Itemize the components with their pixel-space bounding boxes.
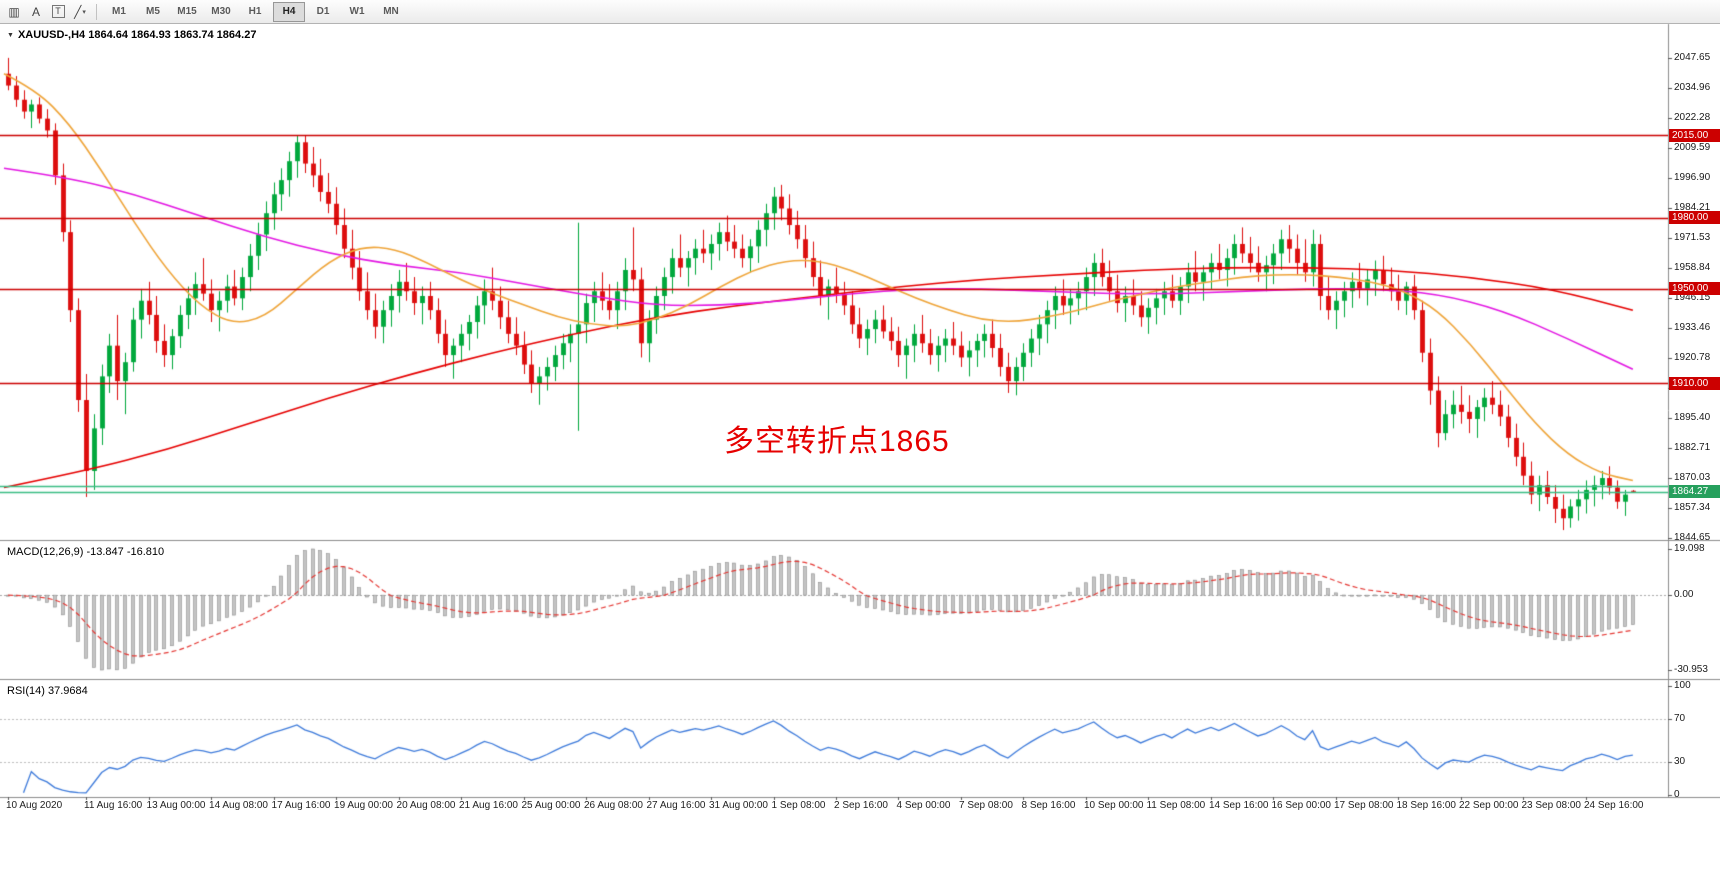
label-t-glyph: T xyxy=(51,5,65,18)
time-axis-label: 13 Aug 00:00 xyxy=(146,800,206,811)
bid-price-tag: 1864.27 xyxy=(1669,485,1720,499)
chart-annotation-text[interactable]: 多空转折点1865 xyxy=(724,425,950,458)
timeframe-h4[interactable]: H4 xyxy=(273,1,305,22)
time-axis-label: 10 Aug 2020 xyxy=(6,800,63,811)
time-axis-label: 31 Aug 00:00 xyxy=(709,800,768,811)
line-tool-glyph: ╱ xyxy=(74,4,82,19)
hline-price-tag: 1950.00 xyxy=(1669,282,1720,296)
hline-price-tag: 1980.00 xyxy=(1669,211,1720,225)
time-axis-label: 16 Sep 00:00 xyxy=(1271,800,1331,811)
time-axis-label: 18 Sep 16:00 xyxy=(1396,800,1456,811)
hline-price-tag: 2015.00 xyxy=(1669,128,1720,142)
time-axis-label: 10 Sep 00:00 xyxy=(1083,800,1144,811)
timeframe-w1[interactable]: W1 xyxy=(349,6,365,17)
label-tool-icon[interactable]: T xyxy=(48,2,68,22)
timeframe-m5[interactable]: M5 xyxy=(146,6,160,17)
price-axis-label: 1984.21 xyxy=(1674,202,1711,213)
price-axis-label: 1895.40 xyxy=(1674,412,1711,423)
rsi-indicator-label: RSI(14) 37.9684 xyxy=(7,685,88,697)
price-axis-label: 1958.84 xyxy=(1674,261,1711,273)
chart-title: ▼ XAUUSD-,H4 1864.64 1864.93 1863.74 1864… xyxy=(7,29,256,41)
price-axis-label: 2047.65 xyxy=(1674,52,1711,63)
price-axis-label: 1920.78 xyxy=(1674,351,1711,363)
time-axis-label: 8 Sep 16:00 xyxy=(1021,800,1076,811)
rsi-axis-label: 30 xyxy=(1674,756,1686,768)
time-axis-label: 27 Aug 16:00 xyxy=(646,800,706,811)
rsi-axis-label: 100 xyxy=(1674,680,1691,691)
pane-separator-macd[interactable] xyxy=(0,539,1720,544)
time-axis-label: 22 Sep 00:00 xyxy=(1458,800,1519,811)
toolbar: ▥ A T ╱ ▾ M1 M5 M15 M30 H1 H4 D1 W1 MN xyxy=(0,0,1720,24)
price-axis-label: 1870.03 xyxy=(1674,471,1711,483)
timeframe-m15[interactable]: M15 xyxy=(177,6,197,17)
price-axis-label: 2034.96 xyxy=(1674,82,1711,93)
macd-axis-label: 0.00 xyxy=(1674,589,1694,601)
line-tools-dropdown-icon[interactable]: ╱ ▾ xyxy=(70,2,90,22)
macd-axis-label: -30.953 xyxy=(1674,664,1708,675)
toolbar-separator xyxy=(96,3,97,20)
dropdown-caret-icon: ▾ xyxy=(82,8,86,16)
time-axis-label: 23 Sep 08:00 xyxy=(1521,800,1581,811)
time-axis-label: 20 Aug 08:00 xyxy=(396,800,456,811)
time-axis-label: 24 Sep 16:00 xyxy=(1583,800,1644,811)
price-axis-label: 1933.46 xyxy=(1674,322,1711,333)
charts-grid-icon[interactable]: ▥ xyxy=(4,2,24,22)
time-axis-label: 7 Sep 08:00 xyxy=(958,800,1013,811)
text-tool-icon[interactable]: A xyxy=(26,2,46,22)
timeframe-h1[interactable]: H1 xyxy=(248,6,262,17)
time-axis-label: 14 Aug 08:00 xyxy=(209,800,268,811)
time-axis-label: 17 Aug 16:00 xyxy=(271,800,331,811)
timeframe-buttons: M1 M5 M15 M30 H1 H4 D1 W1 MN xyxy=(102,1,408,22)
macd-indicator-label: MACD(12,26,9) -13.847 -16.810 xyxy=(7,546,165,558)
price-axis-label: 1844.65 xyxy=(1674,532,1711,543)
time-axis-label: 19 Aug 00:00 xyxy=(334,800,393,811)
charts-grid-glyph: ▥ xyxy=(8,4,20,19)
hline-price-tag: 1910.00 xyxy=(1669,376,1720,390)
price-axis-label: 1857.34 xyxy=(1674,501,1711,513)
time-axis-label: 25 Aug 00:00 xyxy=(521,800,581,811)
time-axis-label: 1 Sep 08:00 xyxy=(771,800,826,811)
rsi-axis-label: 0 xyxy=(1674,789,1680,800)
time-axis-label: 4 Sep 00:00 xyxy=(896,800,951,811)
time-axis-label: 21 Aug 16:00 xyxy=(459,800,518,811)
time-axis-label: 14 Sep 16:00 xyxy=(1208,800,1269,811)
price-axis-label: 2022.28 xyxy=(1674,111,1711,123)
price-axis-label: 1971.53 xyxy=(1674,231,1711,243)
price-axis-label: 2009.59 xyxy=(1674,141,1711,153)
time-axis-label: 11 Sep 08:00 xyxy=(1146,800,1206,811)
timeframe-mn[interactable]: MN xyxy=(383,6,399,17)
timeframe-d1[interactable]: D1 xyxy=(316,6,330,17)
timeframe-m1[interactable]: M1 xyxy=(112,6,126,17)
text-a-glyph: A xyxy=(31,4,40,19)
price-axis-label: 1882.71 xyxy=(1674,442,1711,453)
time-axis-label: 17 Sep 08:00 xyxy=(1333,800,1394,811)
timeframe-m30[interactable]: M30 xyxy=(211,6,231,17)
price-axis-label: 1946.15 xyxy=(1674,292,1711,303)
rsi-axis-label: 70 xyxy=(1674,712,1686,724)
pane-separator-rsi[interactable] xyxy=(0,678,1720,683)
price-axis-label: 1996.90 xyxy=(1674,172,1711,183)
time-axis-label: 11 Aug 16:00 xyxy=(84,800,143,811)
time-axis-label: 26 Aug 08:00 xyxy=(584,800,643,811)
collapse-triangle-icon[interactable]: ▼ xyxy=(7,32,14,39)
macd-axis-label: 19.098 xyxy=(1674,543,1705,554)
time-axis-label: 2 Sep 16:00 xyxy=(834,800,888,811)
symbol-ohlc-label: XAUUSD-,H4 1864.64 1864.93 1863.74 1864.… xyxy=(17,29,257,41)
